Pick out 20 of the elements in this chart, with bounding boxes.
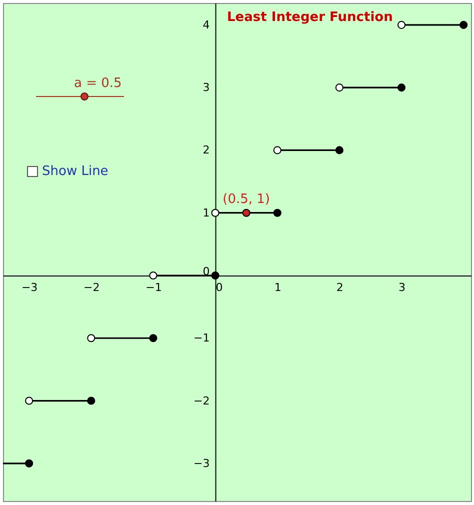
y-tick-label: 3 bbox=[202, 81, 210, 94]
x-tick-label: −2 bbox=[84, 280, 100, 294]
x-tick-label: 1 bbox=[274, 280, 282, 294]
y-tick-label: −3 bbox=[194, 456, 210, 470]
y-tick-label: 1 bbox=[202, 206, 210, 220]
annotation: a = 0.5 bbox=[74, 76, 122, 91]
x-tick-label: 2 bbox=[336, 280, 344, 294]
y-tick-label: 0 bbox=[202, 264, 210, 278]
x-tick-label: −3 bbox=[21, 280, 38, 294]
y-tick-label: 4 bbox=[202, 18, 210, 32]
x-tick-label: −1 bbox=[146, 280, 162, 294]
annotation: (0.5, 1) bbox=[222, 192, 270, 207]
x-tick-label: 0 bbox=[216, 280, 223, 294]
text: Least Integer Function bbox=[227, 10, 393, 25]
y-tick-label: −2 bbox=[194, 394, 210, 408]
x-tick-label: 3 bbox=[398, 280, 406, 294]
y-tick-label: −1 bbox=[194, 332, 210, 345]
y-tick-label: 2 bbox=[202, 144, 210, 157]
checkbox: Show Line bbox=[27, 164, 108, 179]
annotation: Show Line bbox=[42, 164, 108, 179]
